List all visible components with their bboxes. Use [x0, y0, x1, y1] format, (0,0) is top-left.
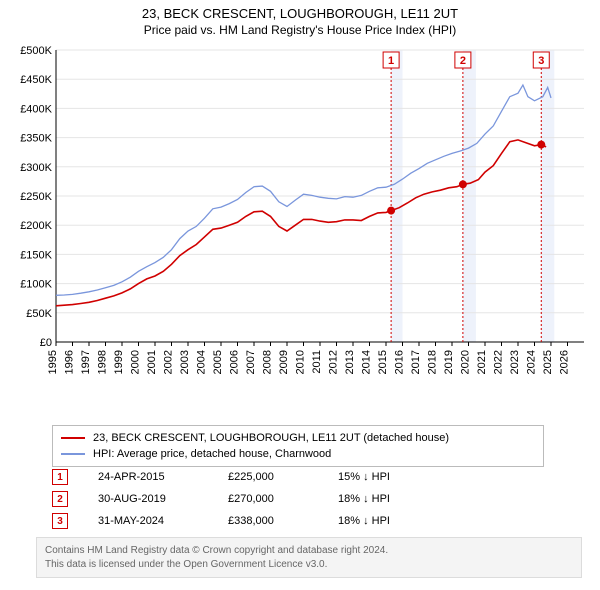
- svg-text:2020: 2020: [460, 350, 472, 374]
- svg-text:£200K: £200K: [20, 220, 52, 232]
- svg-text:£0: £0: [40, 337, 52, 349]
- svg-text:2014: 2014: [361, 350, 373, 374]
- svg-text:2007: 2007: [245, 350, 257, 374]
- sale-marker-icon: 1: [52, 469, 68, 485]
- table-row: 2 30-AUG-2019 £270,000 18% ↓ HPI: [52, 488, 544, 510]
- svg-text:2018: 2018: [427, 350, 439, 374]
- legend: 23, BECK CRESCENT, LOUGHBOROUGH, LE11 2U…: [52, 425, 544, 467]
- svg-text:£250K: £250K: [20, 191, 52, 203]
- sale-date: 30-AUG-2019: [78, 493, 198, 505]
- title-line-1: 23, BECK CRESCENT, LOUGHBOROUGH, LE11 2U…: [0, 6, 600, 21]
- sale-marker-icon: 2: [52, 491, 68, 507]
- svg-text:2006: 2006: [229, 350, 241, 374]
- svg-text:2026: 2026: [559, 350, 571, 374]
- legend-item-property: 23, BECK CRESCENT, LOUGHBOROUGH, LE11 2U…: [61, 430, 535, 446]
- footer-line-2: This data is licensed under the Open Gov…: [45, 558, 573, 572]
- sale-date: 24-APR-2015: [78, 471, 198, 483]
- sale-delta-hpi: 18% ↓ HPI: [318, 515, 438, 527]
- svg-text:2023: 2023: [509, 350, 521, 374]
- svg-text:2009: 2009: [278, 350, 290, 374]
- legend-swatch-property: [61, 437, 85, 439]
- svg-text:2005: 2005: [212, 350, 224, 374]
- svg-text:1995: 1995: [47, 350, 59, 374]
- svg-text:£500K: £500K: [20, 45, 52, 57]
- svg-text:£450K: £450K: [20, 74, 52, 86]
- svg-text:1999: 1999: [113, 350, 125, 374]
- svg-text:2015: 2015: [377, 350, 389, 374]
- svg-text:2001: 2001: [146, 350, 158, 374]
- sale-price: £225,000: [208, 471, 308, 483]
- svg-text:1: 1: [388, 55, 394, 67]
- svg-text:2003: 2003: [179, 350, 191, 374]
- svg-text:1998: 1998: [97, 350, 109, 374]
- svg-text:£400K: £400K: [20, 103, 52, 115]
- svg-text:2013: 2013: [344, 350, 356, 374]
- svg-text:£350K: £350K: [20, 133, 52, 145]
- svg-text:1996: 1996: [64, 350, 76, 374]
- legend-label-hpi: HPI: Average price, detached house, Char…: [93, 448, 331, 460]
- table-row: 1 24-APR-2015 £225,000 15% ↓ HPI: [52, 466, 544, 488]
- legend-swatch-hpi: [61, 453, 85, 455]
- chart-svg: £0 £50K £100K £150K £200K £250K £300K £350K £400…: [8, 42, 592, 412]
- table-row: 3 31-MAY-2024 £338,000 18% ↓ HPI: [52, 510, 544, 532]
- chart-title-block: 23, BECK CRESCENT, LOUGHBOROUGH, LE11 2U…: [0, 0, 600, 39]
- svg-text:2002: 2002: [163, 350, 175, 374]
- svg-text:£300K: £300K: [20, 162, 52, 174]
- sale-price: £270,000: [208, 493, 308, 505]
- sale-delta-hpi: 15% ↓ HPI: [318, 471, 438, 483]
- svg-text:2024: 2024: [526, 350, 538, 374]
- chart: £0 £50K £100K £150K £200K £250K £300K £350K £400…: [8, 42, 592, 412]
- svg-text:2010: 2010: [295, 350, 307, 374]
- sales-table: 1 24-APR-2015 £225,000 15% ↓ HPI 2 30-AU…: [52, 466, 544, 532]
- svg-text:3: 3: [538, 55, 544, 67]
- svg-text:2016: 2016: [394, 350, 406, 374]
- svg-text:2004: 2004: [196, 350, 208, 374]
- svg-text:2021: 2021: [476, 350, 488, 374]
- svg-text:2011: 2011: [311, 350, 323, 374]
- svg-text:2022: 2022: [493, 350, 505, 374]
- sale-date: 31-MAY-2024: [78, 515, 198, 527]
- svg-text:1997: 1997: [80, 350, 92, 374]
- svg-text:2008: 2008: [262, 350, 274, 374]
- sale-marker-icon: 3: [52, 513, 68, 529]
- svg-text:2019: 2019: [443, 350, 455, 374]
- svg-text:£100K: £100K: [20, 279, 52, 291]
- attribution-footer: Contains HM Land Registry data © Crown c…: [36, 537, 582, 578]
- legend-label-property: 23, BECK CRESCENT, LOUGHBOROUGH, LE11 2U…: [93, 432, 449, 444]
- svg-text:£50K: £50K: [26, 308, 52, 320]
- svg-text:£150K: £150K: [20, 249, 52, 261]
- svg-text:2000: 2000: [130, 350, 142, 374]
- sale-delta-hpi: 18% ↓ HPI: [318, 493, 438, 505]
- sale-price: £338,000: [208, 515, 308, 527]
- svg-text:2: 2: [460, 55, 466, 67]
- legend-item-hpi: HPI: Average price, detached house, Char…: [61, 446, 535, 462]
- svg-text:2017: 2017: [410, 350, 422, 374]
- footer-line-1: Contains HM Land Registry data © Crown c…: [45, 544, 573, 558]
- svg-text:2025: 2025: [542, 350, 554, 374]
- svg-text:2012: 2012: [328, 350, 340, 374]
- title-line-2: Price paid vs. HM Land Registry's House …: [0, 23, 600, 37]
